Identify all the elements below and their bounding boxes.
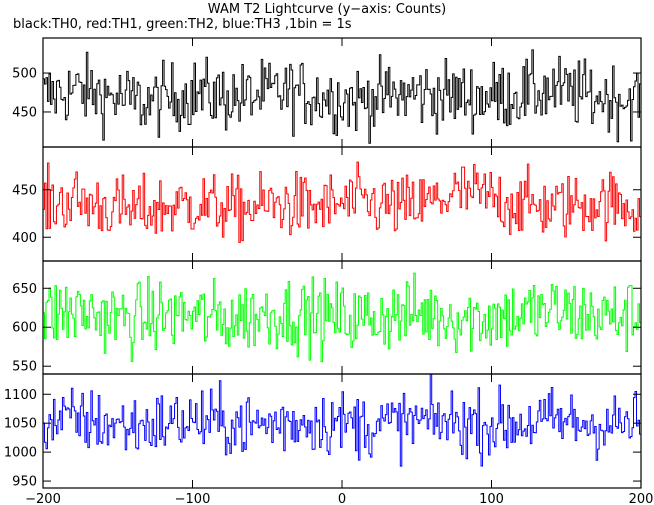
- x-tick-label: 0: [338, 492, 346, 505]
- y-tick-label: 1050: [4, 417, 37, 432]
- x-tick-label: −200: [25, 492, 61, 505]
- panel-frame-th3: [42, 373, 642, 489]
- series-line-th0: [43, 49, 641, 144]
- series-line-th3: [43, 373, 641, 467]
- y-tick-label: 500: [12, 67, 37, 82]
- y-tick-label: 400: [12, 231, 37, 246]
- x-tick-label: 200: [629, 492, 654, 505]
- y-tick-label: 450: [12, 105, 37, 120]
- x-tick-label: −100: [175, 492, 211, 505]
- y-tick-label: 600: [12, 321, 37, 336]
- chart-subtitle: black:TH0, red:TH1, green:TH2, blue:TH3 …: [13, 17, 352, 32]
- x-tick-label: 100: [479, 492, 504, 505]
- series-line-th1: [43, 161, 641, 243]
- y-tick-label: 550: [12, 360, 37, 375]
- chart-title: WAM T2 Lightcurve (y−axis: Counts): [207, 2, 447, 17]
- y-tick-label: 650: [12, 282, 37, 297]
- series-line-th2: [43, 272, 641, 363]
- panel-frame-th0: [42, 37, 642, 148]
- y-tick-label: 450: [12, 183, 37, 198]
- y-tick-label: 1000: [4, 446, 37, 461]
- y-tick-label: 1100: [4, 388, 37, 403]
- y-tick-label: 950: [12, 475, 37, 490]
